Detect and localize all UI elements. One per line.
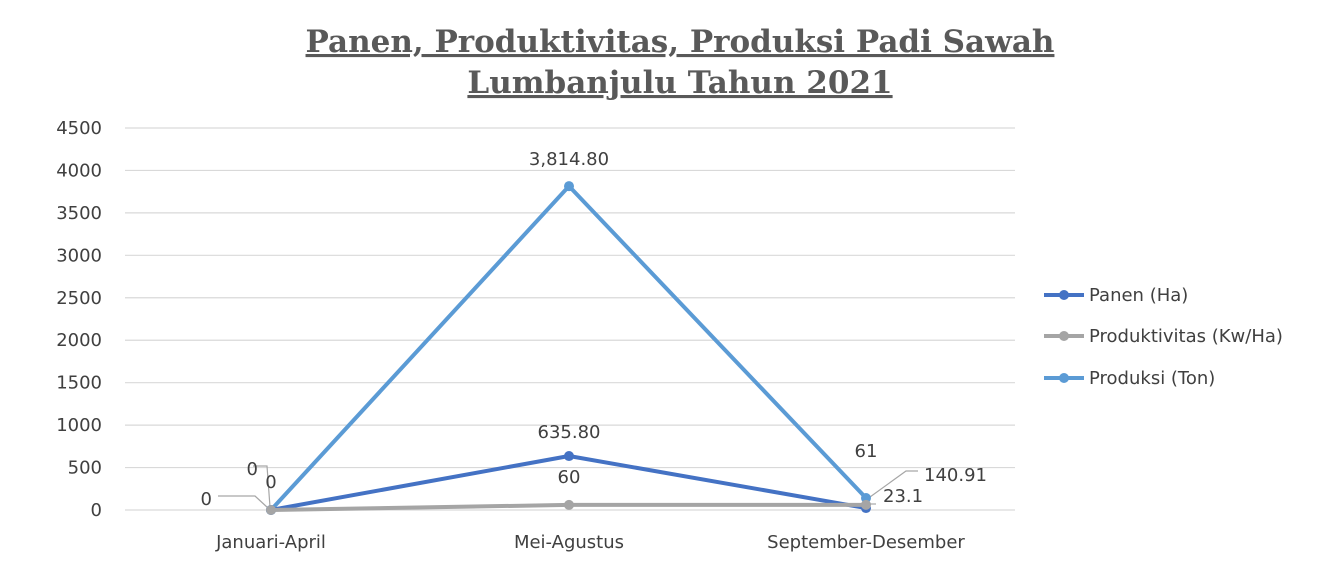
y-tick-label: 3000 <box>56 245 102 266</box>
legend: Panen (Ha) Produktivitas (Kw/Ha) Produksi … <box>1044 285 1283 389</box>
data-label: 0 <box>201 489 212 510</box>
chart-title-line-1: Panen, Produktivitas, Produksi Padi Sawa… <box>306 24 1055 60</box>
y-tick-label: 500 <box>68 458 102 479</box>
x-category-label: Januari-April <box>215 532 326 553</box>
x-axis-categories: Januari-April Mei-Agustus September-Desemb… <box>215 532 965 553</box>
legend-marker <box>1059 331 1069 341</box>
series-line <box>269 184 868 512</box>
chart-title-line-2: Lumbanjulu Tahun 2021 <box>467 65 892 101</box>
legend-entry-label: Produktivitas (Kw/Ha) <box>1089 326 1283 347</box>
series-lines <box>266 181 871 515</box>
legend-marker <box>1059 290 1069 300</box>
legend-marker <box>1059 373 1069 383</box>
data-label: 3,814.80 <box>529 149 609 170</box>
data-point <box>266 505 276 515</box>
data-point <box>861 499 871 510</box>
y-tick-label: 4500 <box>56 118 102 139</box>
data-label: 23.1 <box>883 486 923 507</box>
leader-line <box>253 465 271 508</box>
y-tick-label: 2000 <box>56 330 102 351</box>
x-category-label: Mei-Agustus <box>514 532 624 553</box>
data-label: 0 <box>247 459 258 480</box>
x-category-label: September-Desember <box>767 532 965 553</box>
y-tick-label: 1000 <box>56 415 102 436</box>
data-point <box>564 451 574 462</box>
y-tick-label: 3500 <box>56 203 102 224</box>
leader-line <box>869 470 918 498</box>
data-label: 0 <box>265 472 276 493</box>
data-labels: 0 635.80 23.1 0 60 61 0 3,814.80 140.91 <box>201 149 987 510</box>
data-label: 60 <box>558 467 581 488</box>
y-axis-ticks: 0 500 1000 1500 2000 2500 3000 3500 4000 4500 <box>56 118 102 521</box>
legend-entry-label: Produksi (Ton) <box>1089 368 1215 389</box>
data-label: 140.91 <box>924 465 987 486</box>
y-tick-label: 4000 <box>56 160 102 181</box>
data-label: 635.80 <box>538 422 601 443</box>
data-label: 61 <box>855 441 878 462</box>
data-point <box>564 181 574 192</box>
y-tick-label: 2500 <box>56 288 102 309</box>
label-leader-lines <box>218 465 918 509</box>
gridlines <box>125 127 1015 511</box>
legend-entry-label: Panen (Ha) <box>1089 285 1188 306</box>
y-tick-label: 1500 <box>56 373 102 394</box>
leader-line <box>218 495 269 509</box>
y-tick-label: 0 <box>91 500 102 521</box>
data-point <box>564 499 574 510</box>
